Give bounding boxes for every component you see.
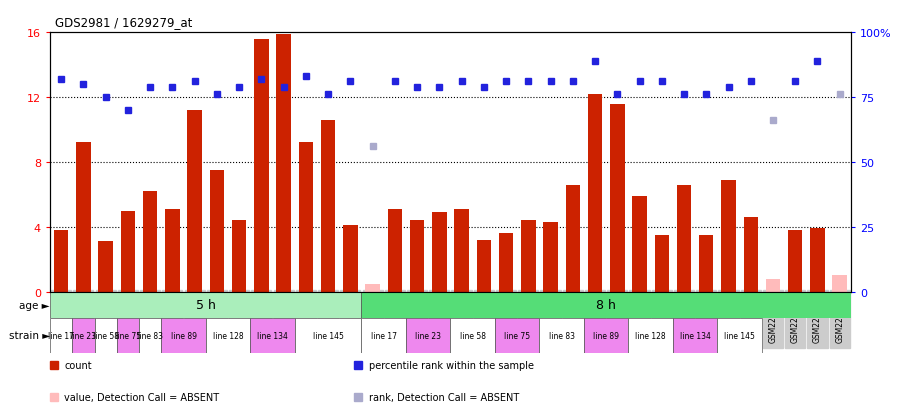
- Text: line 58: line 58: [93, 331, 118, 340]
- Text: line 145: line 145: [724, 331, 755, 340]
- Text: line 83: line 83: [549, 331, 575, 340]
- Text: count: count: [65, 361, 92, 370]
- Text: strain ►: strain ►: [9, 331, 50, 341]
- Bar: [121, 211, 135, 292]
- Text: line 128: line 128: [213, 331, 243, 340]
- Bar: [187, 111, 202, 292]
- Bar: [72, 318, 95, 354]
- Bar: [143, 192, 157, 292]
- Bar: [722, 180, 735, 292]
- Text: 8 h: 8 h: [596, 299, 616, 311]
- Bar: [50, 318, 72, 354]
- Bar: [250, 318, 295, 354]
- Text: 5 h: 5 h: [196, 299, 216, 311]
- Bar: [477, 240, 491, 292]
- Text: line 89: line 89: [593, 331, 619, 340]
- Bar: [116, 318, 139, 354]
- Bar: [206, 318, 250, 354]
- Bar: [810, 229, 824, 292]
- Text: line 128: line 128: [635, 331, 666, 340]
- Bar: [366, 284, 379, 292]
- Text: line 23: line 23: [70, 331, 96, 340]
- Text: line 17: line 17: [48, 331, 75, 340]
- Text: line 89: line 89: [170, 331, 197, 340]
- Text: line 75: line 75: [115, 331, 141, 340]
- Bar: [209, 171, 224, 292]
- Bar: [298, 143, 313, 292]
- Text: line 17: line 17: [370, 331, 397, 340]
- Bar: [361, 318, 406, 354]
- Text: line 145: line 145: [313, 331, 344, 340]
- Bar: [432, 213, 447, 292]
- Text: line 134: line 134: [257, 331, 288, 340]
- Bar: [161, 318, 206, 354]
- Bar: [76, 143, 91, 292]
- Text: line 75: line 75: [504, 331, 531, 340]
- Text: rank, Detection Call = ABSENT: rank, Detection Call = ABSENT: [369, 392, 519, 402]
- Bar: [295, 318, 361, 354]
- Bar: [672, 318, 717, 354]
- Bar: [495, 318, 540, 354]
- Bar: [743, 218, 758, 292]
- Bar: [166, 209, 179, 292]
- Bar: [610, 104, 624, 292]
- Bar: [499, 234, 513, 292]
- Bar: [388, 209, 402, 292]
- Bar: [343, 225, 358, 292]
- Bar: [95, 318, 116, 354]
- Text: line 134: line 134: [680, 331, 711, 340]
- Bar: [232, 221, 247, 292]
- Bar: [454, 209, 469, 292]
- Bar: [321, 121, 336, 292]
- Text: percentile rank within the sample: percentile rank within the sample: [369, 361, 534, 370]
- Bar: [677, 185, 692, 292]
- Bar: [540, 318, 584, 354]
- Bar: [833, 276, 847, 292]
- Bar: [410, 221, 424, 292]
- Text: age ►: age ►: [19, 300, 50, 310]
- Bar: [254, 40, 268, 292]
- Bar: [277, 35, 291, 292]
- Bar: [699, 235, 713, 292]
- Bar: [788, 230, 803, 292]
- Bar: [566, 185, 580, 292]
- Text: line 83: line 83: [137, 331, 163, 340]
- Bar: [54, 230, 68, 292]
- Bar: [584, 318, 629, 354]
- Bar: [50, 292, 361, 318]
- Bar: [450, 318, 495, 354]
- Bar: [654, 235, 669, 292]
- Text: GDS2981 / 1629279_at: GDS2981 / 1629279_at: [55, 16, 192, 29]
- Bar: [361, 292, 851, 318]
- Text: value, Detection Call = ABSENT: value, Detection Call = ABSENT: [65, 392, 219, 402]
- Bar: [406, 318, 450, 354]
- Bar: [766, 279, 780, 292]
- Text: line 58: line 58: [460, 331, 486, 340]
- Bar: [139, 318, 161, 354]
- Bar: [543, 222, 558, 292]
- Bar: [98, 242, 113, 292]
- Bar: [632, 197, 647, 292]
- Bar: [588, 95, 602, 292]
- Text: line 23: line 23: [415, 331, 441, 340]
- Bar: [717, 318, 762, 354]
- Bar: [629, 318, 672, 354]
- Bar: [521, 221, 535, 292]
